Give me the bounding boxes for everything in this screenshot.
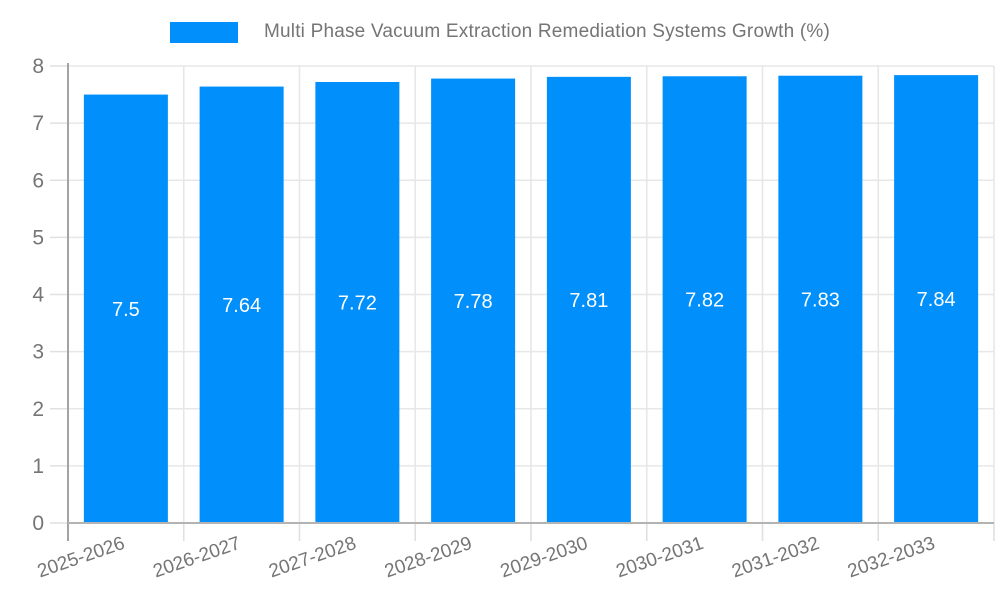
bar-value-label: 7.83 [801,289,840,311]
y-axis-tick-label: 3 [32,341,44,364]
x-axis-tick-label: 2026-2027 [150,533,243,582]
bar[interactable] [546,76,631,523]
x-axis-tick-label: 2029-2030 [498,533,591,582]
bar[interactable] [315,81,400,524]
bar-value-label: 7.78 [454,291,493,313]
bar[interactable] [199,86,284,523]
bar-value-label: 7.82 [685,290,724,312]
y-axis-tick-label: 1 [32,455,44,478]
bar-value-label: 7.5 [112,299,140,321]
x-axis-tick-label: 2032-2033 [845,533,938,582]
y-axis-tick-label: 0 [32,512,44,535]
y-axis-tick-label: 4 [32,284,44,307]
y-axis-tick-label: 6 [32,169,44,192]
x-axis-tick-label: 2025-2026 [35,533,128,582]
bar[interactable] [83,94,168,523]
y-axis-tick-label: 8 [32,55,44,78]
bar-value-label: 7.72 [338,292,377,314]
chart-legend: Multi Phase Vacuum Extraction Remediatio… [0,21,1000,43]
x-axis-tick-label: 2028-2029 [382,533,475,582]
bar-value-label: 7.84 [917,289,956,311]
bar-value-label: 7.81 [569,290,608,312]
bar[interactable] [662,76,747,523]
y-axis-tick-label: 5 [32,226,44,249]
x-axis-tick-label: 2030-2031 [613,533,706,582]
bar[interactable] [894,75,979,523]
bar-value-label: 7.64 [222,295,261,317]
x-axis-tick-label: 2031-2032 [729,533,822,582]
bar[interactable] [778,75,863,524]
bar[interactable] [431,78,516,523]
x-axis-tick-label: 2027-2028 [266,533,359,582]
y-axis-tick-label: 2 [32,398,44,421]
legend-marker[interactable] [169,21,238,43]
y-axis-tick-label: 7 [32,112,44,135]
legend-series-label[interactable]: Multi Phase Vacuum Extraction Remediatio… [263,21,830,42]
